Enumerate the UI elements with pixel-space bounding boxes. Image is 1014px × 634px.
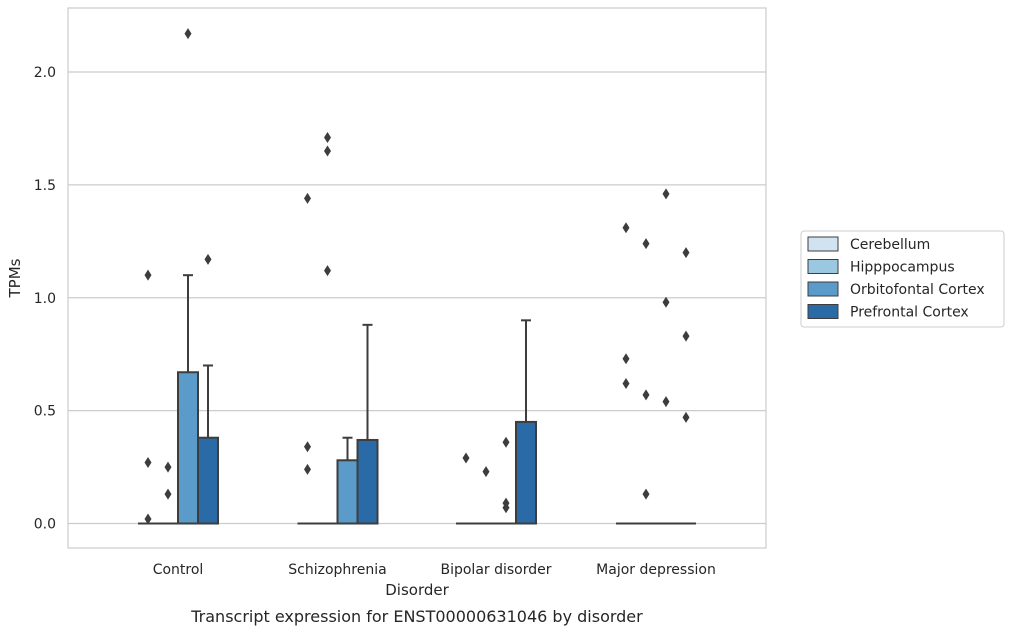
outlier-point	[682, 330, 690, 342]
outlier-point	[304, 441, 311, 453]
y-tick-labels: 0.0 0.5 1.0 1.5 2.0	[34, 65, 56, 533]
outlier-point	[662, 296, 670, 308]
box-marks	[138, 28, 696, 525]
box-group	[158, 461, 178, 525]
outlier-point	[324, 145, 331, 157]
y-axis-label: TPMs	[6, 258, 24, 298]
y-tick-label: 1.0	[34, 291, 56, 307]
legend-swatch	[807, 236, 839, 252]
outlier-point	[304, 192, 311, 204]
legend-label: Hipppocampus	[850, 260, 955, 276]
outlier-point	[164, 488, 172, 500]
legend-frame	[800, 230, 1005, 328]
legend-swatch	[807, 259, 839, 274]
legend-label: Prefrontal Cortex	[850, 305, 969, 321]
y-tick-label: 0.5	[34, 404, 56, 420]
plot-frame	[67, 7, 767, 549]
box-rect	[356, 438, 379, 525]
outlier-point	[622, 378, 630, 390]
x-tick-label: Bipolar disorder	[440, 562, 551, 578]
box-rect	[177, 371, 199, 525]
outlier-point	[622, 353, 630, 365]
legend: Cerebellum Hipppocampus Orbitofontal Corte…	[800, 230, 1005, 328]
x-tick-labels: Control Schizophrenia Bipolar disorder Majo…	[153, 562, 716, 578]
outlier-point	[144, 513, 152, 525]
box-group	[197, 253, 219, 525]
box-group	[476, 466, 496, 525]
outlier-point	[642, 389, 650, 401]
grid-lines	[68, 71, 766, 525]
outlier-point	[662, 396, 670, 408]
box-group	[177, 28, 199, 525]
legend-label: Cerebellum	[850, 237, 930, 253]
outlier-point	[144, 269, 152, 281]
outlier-point	[682, 247, 690, 259]
outlier-point	[164, 461, 172, 473]
box-group	[616, 222, 636, 525]
outlier-point	[324, 131, 331, 143]
outlier-point	[502, 436, 510, 448]
outlier-point	[324, 265, 331, 277]
box-rect	[515, 420, 537, 525]
x-tick-label: Major depression	[596, 562, 716, 578]
y-tick-label: 2.0	[34, 65, 56, 81]
legend-label: Orbitofontal Cortex	[850, 282, 985, 298]
box-group	[336, 436, 359, 525]
outlier-point	[682, 411, 690, 423]
legend-swatch	[807, 304, 839, 319]
outlier-point	[184, 28, 192, 40]
box-group	[496, 436, 516, 525]
box-group	[676, 247, 696, 525]
legend-swatch	[807, 281, 839, 297]
box-group	[656, 188, 676, 525]
outlier-point	[642, 238, 650, 250]
box-group	[356, 323, 379, 525]
y-tick-label: 0.0	[34, 517, 56, 533]
x-axis-label: Disorder	[385, 581, 449, 599]
y-tick-label: 1.5	[34, 178, 56, 194]
outlier-point	[622, 222, 630, 234]
outlier-point	[144, 457, 152, 469]
chart-caption: Transcript expression for ENST0000063104…	[190, 607, 643, 626]
box-rect	[336, 459, 359, 525]
outlier-point	[482, 466, 490, 478]
box-group	[636, 238, 656, 525]
box-group	[515, 319, 537, 525]
outlier-point	[304, 463, 311, 475]
outlier-point	[662, 188, 670, 200]
outlier-point	[642, 488, 650, 500]
outlier-point	[502, 502, 510, 514]
box-rect	[197, 436, 219, 525]
x-tick-label: Control	[153, 562, 204, 578]
outlier-point	[462, 452, 470, 464]
x-tick-label: Schizophrenia	[288, 562, 386, 578]
box-group	[456, 452, 476, 525]
box-group	[317, 131, 338, 525]
box-group	[138, 269, 158, 525]
outlier-point	[204, 253, 212, 265]
box-group	[297, 192, 318, 525]
